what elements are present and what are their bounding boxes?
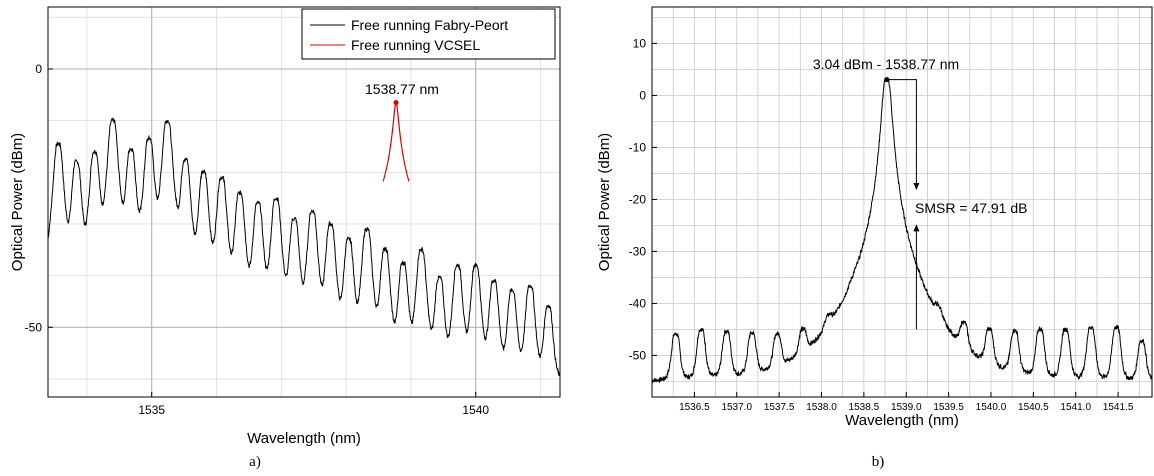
y-axis-label-a: Optical Power (dBm) [9, 133, 26, 271]
x-tick-label-b: 1539.0 [891, 402, 922, 413]
y-tick-label-b: 0 [639, 88, 646, 102]
x-axis-label-a: Wavelength (nm) [247, 430, 361, 447]
legend-a: Free running Fabry-Peort Free running VC… [301, 8, 556, 60]
y-tick-label-b: -10 [629, 140, 647, 154]
arrowhead-down [913, 183, 920, 190]
x-tick-label-b: 1541.0 [1060, 402, 1091, 413]
smsr-arrow-down [886, 79, 917, 189]
plot-area-b [652, 7, 1152, 397]
x-tick-label-b: 1536.5 [679, 402, 710, 413]
plot-frame-a [47, 6, 561, 398]
x-tick-label-b: 1540.0 [976, 402, 1007, 413]
smsr-annotation: SMSR = 47.91 dB [915, 200, 1027, 216]
y-tick-label-a: -50 [25, 320, 43, 334]
x-axis-label-b: Wavelength (nm) [845, 412, 959, 429]
y-tick-label-b: -40 [629, 296, 647, 310]
arrowhead-up [913, 224, 920, 232]
grid-a [48, 7, 560, 397]
peak-annotation-b: 3.04 dBm - 1538.77 nm [813, 56, 959, 72]
x-tick-label-b: 1538.0 [806, 402, 837, 413]
series-spectrum-b [652, 77, 1152, 384]
ticks-b: 1536.5 1537.0 1537.5 1538.0 1538.5 1539.0 1539… [629, 36, 1134, 413]
x-tick-label-a: 1535 [138, 403, 165, 417]
panel-label-a: a) [249, 454, 261, 470]
chart-b: 1536.5 1537.0 1537.5 1538.0 1538.5 1539.0 1539… [596, 6, 1153, 470]
series-fabry-peort [48, 117, 560, 377]
y-tick-label-b: 10 [633, 36, 647, 50]
y-tick-label-b: -50 [629, 348, 647, 362]
x-tick-label-b: 1538.5 [849, 402, 880, 413]
smsr-arrows [884, 77, 920, 330]
legend-entry-vcsel: Free running VCSEL [351, 37, 480, 53]
y-axis-label-b: Optical Power (dBm) [596, 133, 613, 271]
x-tick-label-a: 1540 [462, 403, 489, 417]
peak-marker-a [393, 100, 399, 106]
y-tick-label-a: 0 [35, 62, 42, 76]
x-tick-label-b: 1541.5 [1103, 402, 1134, 413]
panel-label-b: b) [872, 454, 885, 470]
series-layer-b [652, 77, 1152, 384]
plot-area-a [48, 7, 560, 397]
plot-frame-b [651, 6, 1153, 398]
series-layer-a [48, 100, 560, 377]
legend-entry-fabry-peort: Free running Fabry-Peort [351, 17, 508, 33]
y-tick-label-b: -20 [629, 192, 647, 206]
x-tick-label-b: 1537.0 [721, 402, 752, 413]
x-tick-label-b: 1540.5 [1018, 402, 1049, 413]
x-tick-label-b: 1537.5 [764, 402, 795, 413]
peak-annotation-a: 1538.77 nm [365, 81, 439, 97]
legend-box-a [301, 8, 556, 60]
ticks-a: 1535 1540 0 -50 [25, 62, 490, 417]
x-tick-label-b: 1539.5 [933, 402, 964, 413]
chart-a: 1535 1540 0 -50 Wavelength (nm) Optical Pow… [9, 6, 561, 470]
y-tick-label-b: -30 [629, 244, 647, 258]
